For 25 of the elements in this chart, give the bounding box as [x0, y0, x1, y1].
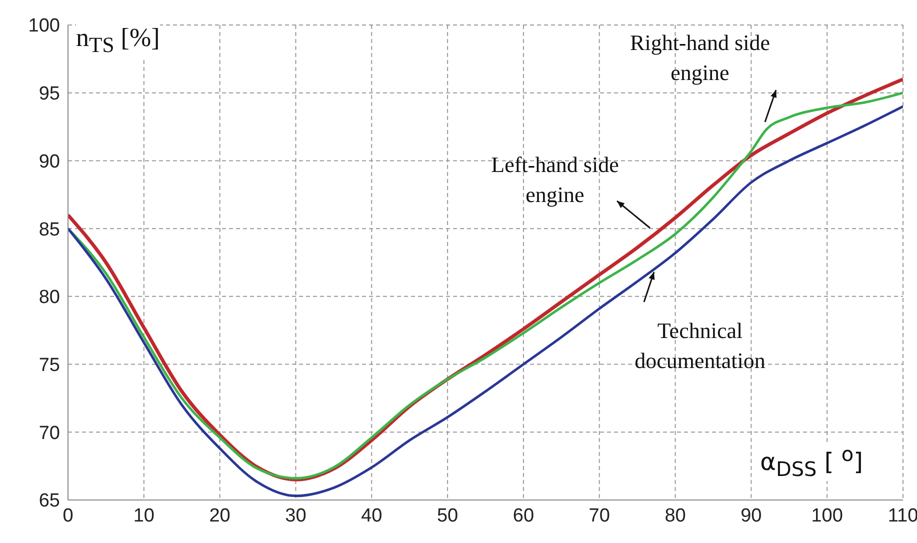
series-label: Right-hand side engine: [629, 29, 771, 87]
y-tick-label: 80: [38, 287, 60, 308]
x-tick-label: 60: [512, 505, 534, 526]
x-tick-label: 20: [209, 505, 230, 526]
series-label: Left-hand side engine: [490, 151, 620, 209]
y-tick-label: 100: [28, 16, 60, 37]
y-tick-label: 65: [38, 490, 60, 512]
x-tick-label: 100: [811, 505, 843, 526]
y-tick-label: 85: [38, 219, 60, 240]
x-tick-label: 90: [740, 505, 762, 526]
x-axis-title: α$_{DSS}$ [ $^{o}$]: [760, 442, 863, 481]
x-tick-label: 80: [664, 505, 686, 526]
x-tick-label: 70: [588, 505, 610, 526]
x-tick-label: 10: [133, 505, 154, 526]
x-tick-label: 40: [361, 505, 382, 526]
series-label: Technical documentation: [634, 317, 766, 375]
y-axis-title: n$_{TS}$ [%]: [76, 23, 160, 58]
x-tick-label: 110: [888, 505, 917, 526]
y-tick-label: 70: [38, 422, 60, 444]
y-tick-label: 75: [38, 355, 60, 376]
x-tick-label: 0: [62, 505, 74, 526]
y-tick-label: 95: [38, 84, 60, 105]
y-tick-label: 90: [38, 151, 60, 172]
x-tick-label: 50: [436, 505, 458, 526]
x-tick-label: 30: [285, 505, 306, 526]
